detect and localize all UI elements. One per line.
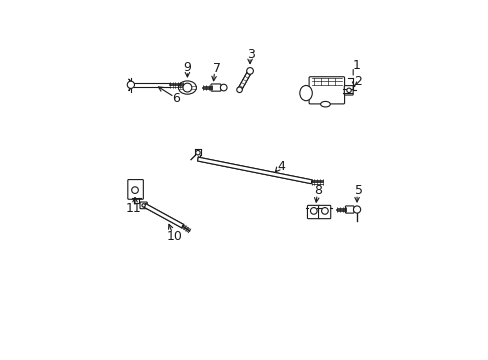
FancyBboxPatch shape: [127, 180, 143, 199]
Text: 6: 6: [171, 92, 179, 105]
Circle shape: [127, 81, 134, 89]
Circle shape: [246, 68, 253, 74]
Circle shape: [183, 83, 191, 92]
Text: 8: 8: [314, 184, 322, 197]
Text: 10: 10: [166, 230, 182, 243]
Ellipse shape: [320, 102, 329, 107]
Polygon shape: [143, 204, 183, 228]
Polygon shape: [197, 157, 311, 184]
Text: 9: 9: [183, 61, 191, 74]
FancyBboxPatch shape: [210, 84, 221, 91]
Text: 3: 3: [247, 48, 255, 61]
Circle shape: [321, 208, 327, 214]
Circle shape: [236, 87, 242, 93]
Polygon shape: [237, 70, 251, 91]
Ellipse shape: [178, 81, 196, 94]
FancyBboxPatch shape: [140, 202, 147, 209]
Text: 7: 7: [213, 62, 221, 75]
Text: 5: 5: [354, 184, 362, 197]
Text: 2: 2: [353, 75, 361, 88]
FancyBboxPatch shape: [345, 206, 353, 213]
Circle shape: [346, 88, 350, 93]
Circle shape: [310, 208, 317, 214]
Text: 4: 4: [277, 160, 285, 173]
Text: 1: 1: [352, 59, 360, 72]
Text: 11: 11: [125, 202, 141, 216]
FancyBboxPatch shape: [308, 77, 344, 104]
FancyBboxPatch shape: [318, 205, 330, 219]
FancyBboxPatch shape: [344, 86, 352, 95]
Circle shape: [220, 84, 226, 91]
Circle shape: [142, 204, 145, 207]
FancyBboxPatch shape: [307, 205, 319, 219]
Circle shape: [195, 150, 200, 155]
Circle shape: [131, 187, 138, 193]
Circle shape: [353, 206, 360, 213]
Ellipse shape: [299, 85, 312, 101]
